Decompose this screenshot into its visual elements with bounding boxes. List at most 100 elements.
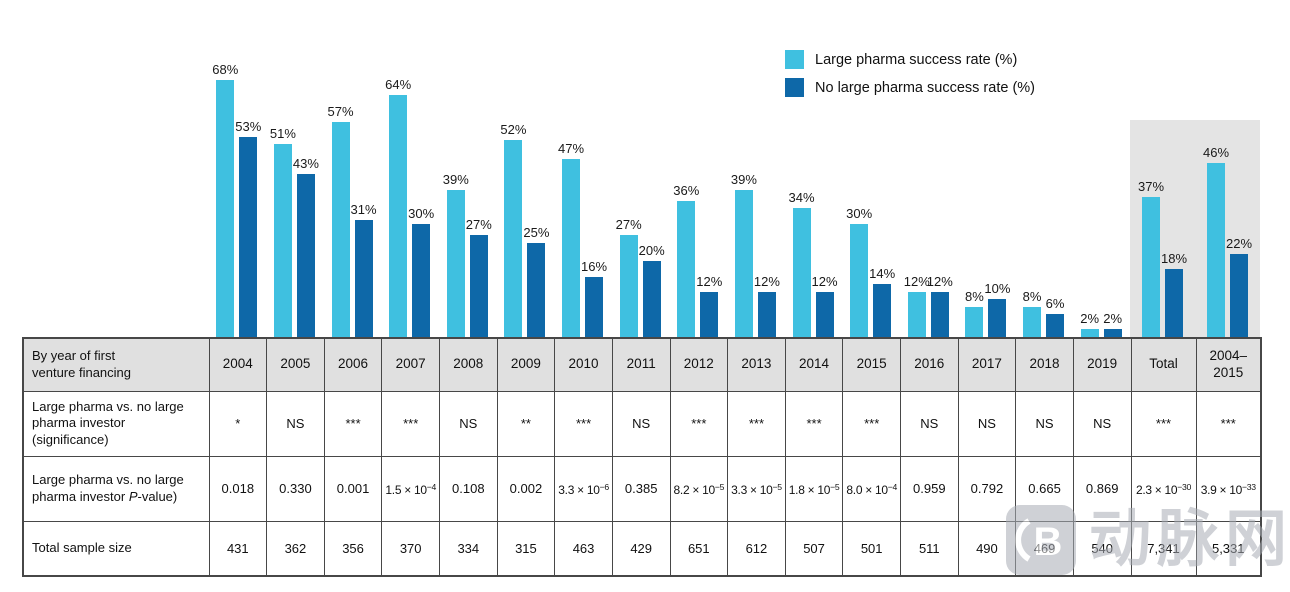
table-row: Total sample size 431 362 356 370 334 315 463 42… bbox=[22, 520, 1262, 577]
bar-value-label: 39% bbox=[730, 171, 757, 187]
bar-2009-no-large bbox=[527, 242, 546, 337]
bar-2004-large bbox=[216, 79, 235, 337]
bar-2008-large bbox=[446, 189, 465, 337]
bar-2010-no-large bbox=[585, 276, 604, 337]
legend-item-large-pharma: Large pharma success rate (%) bbox=[785, 50, 1035, 69]
bar-value-label: 27% bbox=[615, 216, 642, 232]
bar-2014-no-large bbox=[815, 291, 834, 337]
bar-2004-no-large bbox=[239, 136, 258, 337]
table-cell: NS bbox=[266, 390, 325, 457]
table-header-cell: 2016 bbox=[900, 337, 959, 392]
bar-2013-no-large bbox=[757, 291, 776, 337]
table-header-cell: 2004– 2015 bbox=[1195, 337, 1262, 392]
table-cell: 315 bbox=[496, 520, 556, 577]
table-cell: *** bbox=[323, 390, 383, 457]
bar-value-label: 22% bbox=[1225, 235, 1253, 251]
table-cell: 370 bbox=[381, 520, 440, 577]
bar-2013-large bbox=[734, 189, 753, 337]
bar-value-label: 31% bbox=[350, 201, 377, 217]
table-row-label: Large pharma vs. no large pharma investo… bbox=[22, 455, 210, 522]
table-header-cell: 2013 bbox=[727, 337, 786, 392]
table-header-cell: 2005 bbox=[266, 337, 325, 392]
table-cell: 0.959 bbox=[900, 455, 959, 522]
bar-value-label: 47% bbox=[558, 141, 585, 157]
bar-value-label: 39% bbox=[442, 171, 469, 187]
table-cell: * bbox=[208, 390, 268, 457]
bar-2014-large bbox=[792, 208, 811, 337]
bar-value-label: 12% bbox=[696, 273, 723, 289]
bar-value-label: 20% bbox=[638, 243, 665, 259]
bar-value-label: 57% bbox=[327, 103, 354, 119]
table-cell: 8.2 × 10−5 bbox=[669, 455, 729, 522]
table-header-cell: 2009 bbox=[496, 337, 556, 392]
bar-2004–2015-no-large bbox=[1230, 253, 1248, 337]
table-cell: 3.3 × 10−6 bbox=[554, 455, 613, 522]
bar-2010-large bbox=[562, 159, 581, 337]
table-header-cell: 2019 bbox=[1072, 337, 1132, 392]
bar-value-label: 46% bbox=[1202, 145, 1230, 161]
table-cell: 8.0 × 10−4 bbox=[842, 455, 901, 522]
bar-2015-no-large bbox=[873, 284, 892, 337]
table-cell: *** bbox=[554, 390, 613, 457]
table-cell: 334 bbox=[439, 520, 498, 577]
table-cell: 507 bbox=[784, 520, 844, 577]
table-header-cell: 2007 bbox=[381, 337, 440, 392]
table-cell: NS bbox=[1072, 390, 1132, 457]
bar-2011-no-large bbox=[642, 261, 661, 337]
legend-item-no-large-pharma: No large pharma success rate (%) bbox=[785, 78, 1035, 97]
bar-value-label: 2% bbox=[1080, 311, 1100, 327]
legend-swatch-no-large-pharma-icon bbox=[785, 78, 804, 97]
table-cell: *** bbox=[381, 390, 440, 457]
bar-value-label: 53% bbox=[235, 118, 262, 134]
table-row: Large pharma vs. no large pharma investo… bbox=[22, 390, 1262, 457]
table-cell: 0.002 bbox=[496, 455, 556, 522]
table-cell: NS bbox=[611, 390, 671, 457]
table-cell: *** bbox=[784, 390, 844, 457]
table-cell: 356 bbox=[323, 520, 383, 577]
table-cell: NS bbox=[439, 390, 498, 457]
bar-value-label: 8% bbox=[1022, 288, 1042, 304]
table-header-cell: 2014 bbox=[784, 337, 844, 392]
bar-value-label: 6% bbox=[1045, 296, 1065, 312]
bar-2016-large bbox=[907, 291, 926, 337]
table-cell: 463 bbox=[554, 520, 613, 577]
bar-value-label: 43% bbox=[292, 156, 319, 172]
table-cell: 7,341 bbox=[1130, 520, 1197, 577]
bar-2005-no-large bbox=[296, 174, 315, 337]
table-cell: 612 bbox=[727, 520, 786, 577]
bar-2012-no-large bbox=[700, 291, 719, 337]
table-header-cell: 2006 bbox=[323, 337, 383, 392]
table-cell: 651 bbox=[669, 520, 729, 577]
bar-value-label: 30% bbox=[408, 205, 435, 221]
bar-2018-large bbox=[1023, 306, 1042, 337]
bar-value-label: 10% bbox=[984, 281, 1011, 297]
table-header-cell: 2010 bbox=[554, 337, 613, 392]
table-header-cell: 2017 bbox=[957, 337, 1017, 392]
bar-value-label: 37% bbox=[1137, 179, 1165, 195]
bar-Total-large bbox=[1142, 197, 1160, 337]
bar-2016-no-large bbox=[930, 291, 949, 337]
table-header-cell: 2008 bbox=[439, 337, 498, 392]
table-cell: 0.385 bbox=[611, 455, 671, 522]
table-cell: 0.869 bbox=[1072, 455, 1132, 522]
bar-value-label: 64% bbox=[385, 77, 412, 93]
table-cell: 511 bbox=[900, 520, 959, 577]
table-cell: 2.3 × 10−30 bbox=[1130, 455, 1197, 522]
bar-2006-no-large bbox=[354, 219, 373, 337]
legend-swatch-large-pharma-icon bbox=[785, 50, 804, 69]
bar-value-label: 12% bbox=[811, 273, 838, 289]
bar-chart: 68% 53% 51% 43% 57% 31% 64% 30% 39% 27% 52% 25% 47% 1… bbox=[212, 50, 1260, 337]
legend-label-no-large-pharma: No large pharma success rate (%) bbox=[815, 79, 1035, 96]
bar-2012-large bbox=[677, 200, 696, 337]
bar-value-label: 36% bbox=[673, 182, 700, 198]
table-cell: NS bbox=[1015, 390, 1074, 457]
bar-2019-no-large bbox=[1103, 329, 1122, 337]
table-header-label: By year of first venture financing bbox=[22, 337, 210, 392]
table-cell: *** bbox=[1195, 390, 1262, 457]
stats-table: By year of first venture financing 2004 20… bbox=[22, 337, 1262, 577]
table-header-cell: 2012 bbox=[669, 337, 729, 392]
table-cell: 0.330 bbox=[266, 455, 325, 522]
bar-2019-large bbox=[1080, 329, 1099, 337]
table-cell: 1.8 × 10−5 bbox=[784, 455, 844, 522]
bar-2018-no-large bbox=[1046, 314, 1065, 337]
